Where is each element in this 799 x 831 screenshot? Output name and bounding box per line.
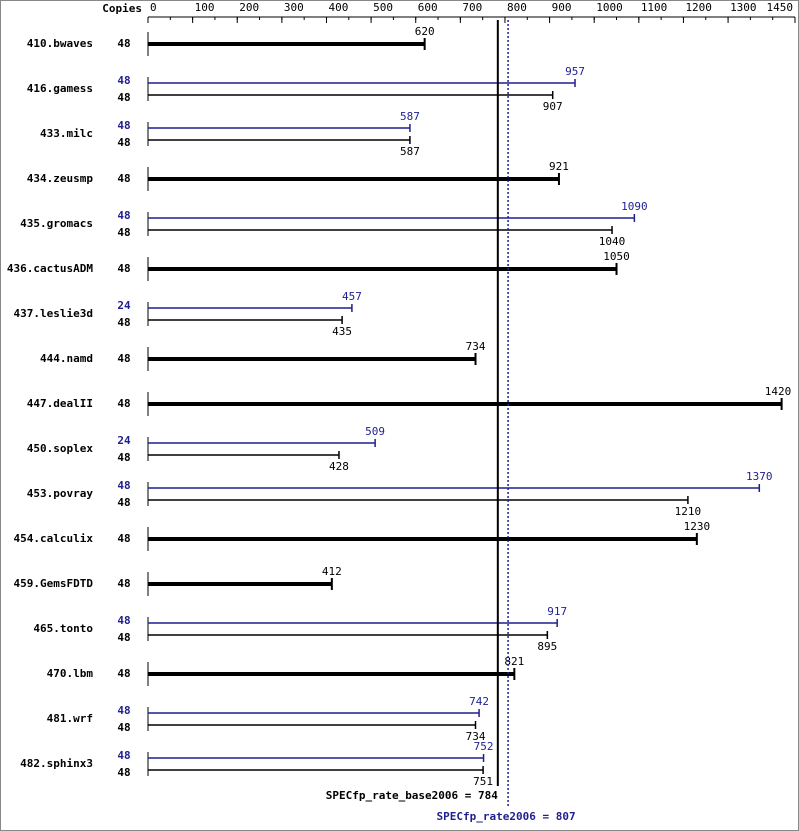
copies-label: 48 bbox=[117, 479, 130, 492]
copies-label: 48 bbox=[117, 451, 130, 464]
x-tick-label: 1100 bbox=[641, 1, 668, 14]
value-label: 751 bbox=[473, 775, 493, 788]
category-label: 435.gromacs bbox=[20, 217, 93, 230]
value-label: 1210 bbox=[675, 505, 702, 518]
copies-label: 48 bbox=[117, 209, 130, 222]
copies-label: 48 bbox=[117, 721, 130, 734]
value-label: 752 bbox=[474, 740, 494, 753]
category-label: 470.lbm bbox=[47, 667, 94, 680]
value-label: 435 bbox=[332, 325, 352, 338]
x-tick-label: 0 bbox=[150, 1, 157, 14]
value-label: 587 bbox=[400, 145, 420, 158]
copies-label: 24 bbox=[117, 434, 131, 447]
value-label: 742 bbox=[469, 695, 489, 708]
copies-label: 48 bbox=[117, 667, 130, 680]
value-label: 921 bbox=[549, 160, 569, 173]
category-label: 410.bwaves bbox=[27, 37, 93, 50]
value-label: 917 bbox=[547, 605, 567, 618]
x-tick-label: 1000 bbox=[596, 1, 623, 14]
x-tick-label: 1450 bbox=[767, 1, 794, 14]
value-label: 509 bbox=[365, 425, 385, 438]
copies-label: 48 bbox=[117, 496, 130, 509]
value-label: 587 bbox=[400, 110, 420, 123]
x-tick-label: 500 bbox=[373, 1, 393, 14]
category-label: 436.cactusADM bbox=[7, 262, 93, 275]
category-label: 450.soplex bbox=[27, 442, 94, 455]
value-label: 907 bbox=[543, 100, 563, 113]
value-label: 1040 bbox=[599, 235, 626, 248]
copies-label: 48 bbox=[117, 631, 130, 644]
copies-label: 48 bbox=[117, 749, 130, 762]
value-label: 1090 bbox=[621, 200, 648, 213]
value-label: 1230 bbox=[684, 520, 711, 533]
value-label: 412 bbox=[322, 565, 342, 578]
x-tick-label: 800 bbox=[507, 1, 527, 14]
reference-label: SPECfp_rate_base2006 = 784 bbox=[326, 789, 499, 802]
x-tick-label: 1300 bbox=[730, 1, 757, 14]
value-label: 957 bbox=[565, 65, 585, 78]
copies-label: 48 bbox=[117, 262, 130, 275]
category-label: 465.tonto bbox=[33, 622, 93, 635]
category-label: 416.gamess bbox=[27, 82, 93, 95]
copies-label: 48 bbox=[117, 577, 130, 590]
copies-label: 48 bbox=[117, 532, 130, 545]
x-tick-label: 100 bbox=[195, 1, 215, 14]
copies-label: 48 bbox=[117, 37, 130, 50]
value-label: 1420 bbox=[765, 385, 792, 398]
category-label: 453.povray bbox=[27, 487, 94, 500]
category-label: 433.milc bbox=[40, 127, 93, 140]
category-label: 481.wrf bbox=[47, 712, 93, 725]
copies-label: 48 bbox=[117, 136, 130, 149]
copies-label: 48 bbox=[117, 352, 130, 365]
reference-label: SPECfp_rate2006 = 807 bbox=[437, 810, 576, 823]
value-label: 620 bbox=[415, 25, 435, 38]
category-label: 444.namd bbox=[40, 352, 93, 365]
x-tick-label: 400 bbox=[328, 1, 348, 14]
copies-label: 24 bbox=[117, 299, 131, 312]
copies-label: 48 bbox=[117, 766, 130, 779]
x-tick-label: 1200 bbox=[685, 1, 712, 14]
value-label: 1370 bbox=[746, 470, 773, 483]
value-label: 457 bbox=[342, 290, 362, 303]
copies-label: 48 bbox=[117, 397, 130, 410]
value-label: 821 bbox=[504, 655, 524, 668]
x-tick-label: 200 bbox=[239, 1, 259, 14]
copies-label: 48 bbox=[117, 74, 130, 87]
copies-label: 48 bbox=[117, 91, 130, 104]
copies-label: 48 bbox=[117, 172, 130, 185]
copies-label: 48 bbox=[117, 316, 130, 329]
copies-label: 48 bbox=[117, 119, 130, 132]
value-label: 734 bbox=[466, 730, 486, 743]
value-label: 1050 bbox=[603, 250, 630, 263]
category-label: 454.calculix bbox=[14, 532, 94, 545]
category-label: 447.dealII bbox=[27, 397, 93, 410]
value-label: 428 bbox=[329, 460, 349, 473]
category-label: 482.sphinx3 bbox=[20, 757, 93, 770]
x-tick-label: 300 bbox=[284, 1, 304, 14]
x-tick-label: 900 bbox=[552, 1, 572, 14]
value-label: 734 bbox=[466, 340, 486, 353]
category-label: 437.leslie3d bbox=[14, 307, 93, 320]
copies-label: 48 bbox=[117, 226, 130, 239]
category-label: 459.GemsFDTD bbox=[14, 577, 94, 590]
copies-label: 48 bbox=[117, 704, 130, 717]
x-tick-label: 700 bbox=[462, 1, 482, 14]
value-label: 895 bbox=[537, 640, 557, 653]
copies-label: 48 bbox=[117, 614, 130, 627]
copies-header: Copies bbox=[102, 2, 142, 15]
category-label: 434.zeusmp bbox=[27, 172, 94, 185]
x-tick-label: 600 bbox=[418, 1, 438, 14]
